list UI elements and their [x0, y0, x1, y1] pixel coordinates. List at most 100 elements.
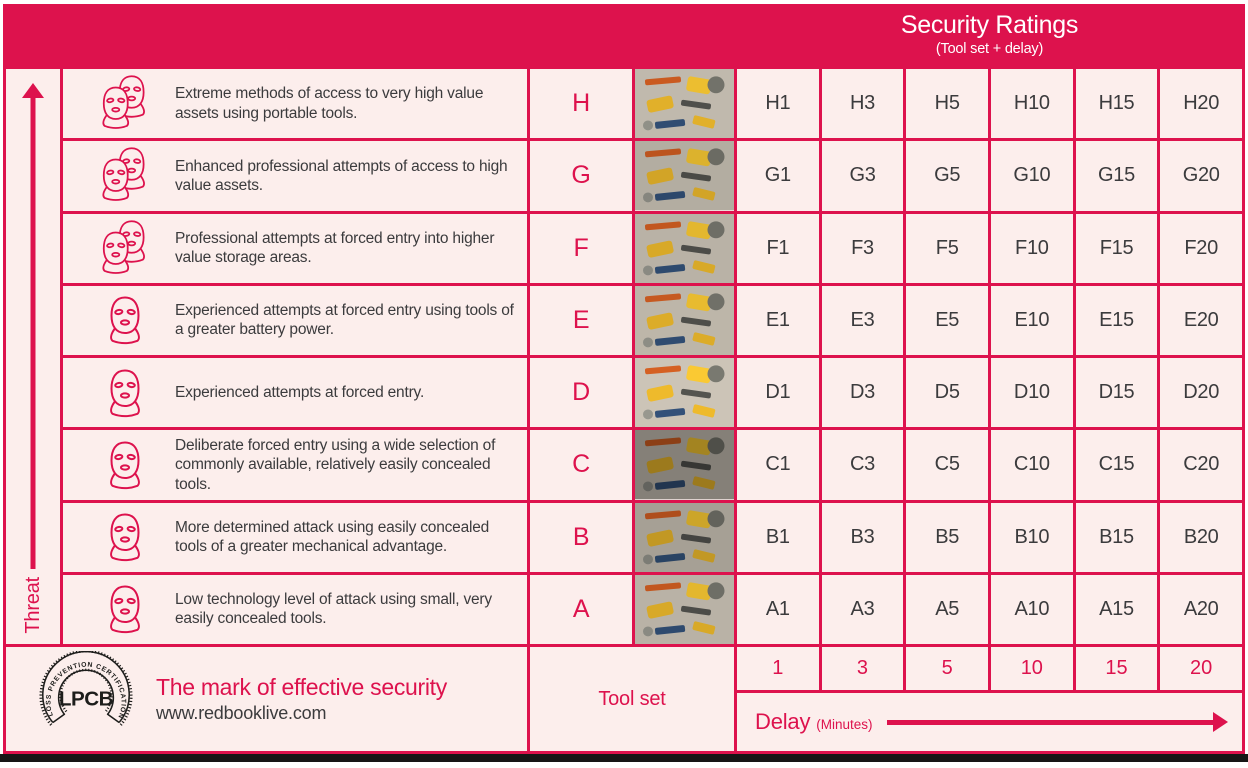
page-edge-strip	[0, 754, 1248, 762]
delay-axis-label: Delay	[755, 709, 811, 734]
security-rating-cell: E1	[737, 285, 819, 355]
security-rating-cell: C20	[1160, 430, 1242, 500]
security-rating-cell: B3	[821, 502, 904, 572]
security-rating-cell: F1	[737, 213, 819, 283]
balaclava-mask-icon	[85, 512, 165, 562]
security-rating-cell: A1	[737, 574, 819, 644]
security-rating-cell: A10	[990, 574, 1073, 644]
delay-minutes-value: 20	[1160, 647, 1242, 690]
threat-description: Deliberate forced entry using a wide sel…	[175, 436, 496, 493]
delay-minutes-value: 10	[990, 647, 1073, 690]
threat-level-letter: E	[530, 285, 632, 355]
security-rating-cell: D20	[1160, 358, 1242, 428]
security-rating-cell: D10	[990, 358, 1073, 428]
balaclava-mask-icon	[85, 295, 165, 345]
tool-set-photo	[635, 213, 734, 283]
threat-description-cell: More determined attack using easily conc…	[63, 502, 527, 572]
page-subtitle: (Tool set + delay)	[935, 40, 1044, 57]
threat-level-letter: B	[530, 502, 632, 572]
tool-set-photo	[635, 574, 734, 644]
tool-set-photo	[635, 141, 734, 211]
balaclava-mask-icon	[85, 368, 165, 418]
threat-description: Experienced attempts at forced entry usi…	[175, 302, 514, 339]
delay-axis-unit: (Minutes)	[816, 716, 873, 732]
threat-level-letter: F	[530, 213, 632, 283]
delay-minutes-value: 3	[821, 647, 904, 690]
threat-axis-label: Threat	[21, 577, 44, 634]
tool-set-photo-image	[635, 285, 734, 355]
security-rating-cell: C3	[821, 430, 904, 500]
tool-set-photo	[635, 430, 734, 500]
security-rating-cell: B15	[1075, 502, 1158, 572]
tool-set-photo	[635, 285, 734, 355]
threat-description-cell: Enhanced professional attempts of access…	[63, 141, 527, 211]
security-rating-cell: A5	[906, 574, 988, 644]
delay-minutes-value: 5	[906, 647, 988, 690]
threat-up-arrow-icon	[20, 83, 46, 570]
threat-description: Extreme methods of access to very high v…	[175, 85, 484, 122]
security-rating-cell: F10	[990, 213, 1073, 283]
security-rating-cell: E20	[1160, 285, 1242, 355]
threat-axis: Threat	[6, 69, 60, 644]
security-rating-cell: B5	[906, 502, 988, 572]
security-rating-cell: C10	[990, 430, 1073, 500]
threat-description-cell: Extreme methods of access to very high v…	[63, 69, 527, 139]
threat-description-cell: Low technology level of attack using sma…	[63, 574, 527, 644]
header-text: Security Ratings (Tool set + delay)	[736, 11, 1243, 57]
delay-minutes-value: 15	[1075, 647, 1158, 690]
security-rating-cell: G5	[906, 141, 988, 211]
ratings-grid: Threat LOSS PREVENTION CERTIFICATION BOA…	[3, 66, 1245, 754]
threat-level-letter: G	[530, 141, 632, 211]
tool-set-photo-image	[635, 358, 734, 428]
tool-set-photo	[635, 69, 734, 139]
header-band: Security Ratings (Tool set + delay)	[3, 4, 1245, 66]
threat-description: Enhanced professional attempts of access…	[175, 157, 508, 194]
threat-description-cell: Experienced attempts at forced entry usi…	[63, 285, 527, 355]
security-rating-cell: G10	[990, 141, 1073, 211]
security-rating-cell: A20	[1160, 574, 1242, 644]
threat-level-letter: C	[530, 430, 632, 500]
tool-set-photo-image	[635, 574, 734, 644]
security-rating-cell: H3	[821, 69, 904, 139]
threat-description-cell: Professional attempts at forced entry in…	[63, 213, 527, 283]
security-rating-cell: F5	[906, 213, 988, 283]
security-rating-cell: B20	[1160, 502, 1242, 572]
threat-level-letter: A	[530, 574, 632, 644]
delay-axis-cell: Delay (Minutes)	[737, 693, 1242, 751]
balaclava-mask-icon	[85, 584, 165, 634]
security-rating-cell: F15	[1075, 213, 1158, 283]
tool-set-photo-image	[635, 430, 734, 500]
security-rating-cell: B1	[737, 502, 819, 572]
security-rating-cell: F3	[821, 213, 904, 283]
tool-set-photo-image	[635, 213, 734, 283]
security-rating-cell: H15	[1075, 69, 1158, 139]
security-rating-cell: H20	[1160, 69, 1242, 139]
page-title: Security Ratings	[900, 11, 1079, 39]
security-rating-cell: C1	[737, 430, 819, 500]
certification-cell: LOSS PREVENTION CERTIFICATION BOARD LPCB…	[6, 647, 527, 751]
security-rating-cell: H5	[906, 69, 988, 139]
balaclava-mask-icon	[85, 75, 165, 132]
security-rating-cell: D3	[821, 358, 904, 428]
security-rating-cell: H1	[737, 69, 819, 139]
threat-level-letter: D	[530, 358, 632, 428]
security-rating-cell: H10	[990, 69, 1073, 139]
threat-description: More determined attack using easily conc…	[175, 518, 490, 556]
threat-level-letter: H	[530, 69, 632, 139]
balaclava-mask-icon	[85, 220, 165, 277]
tagline: The mark of effective security	[156, 674, 447, 700]
tool-set-photo-image	[635, 69, 734, 139]
tool-set-photo	[635, 358, 734, 428]
threat-description: Experienced attempts at forced entry.	[175, 383, 425, 401]
security-rating-cell: E5	[906, 285, 988, 355]
security-rating-cell: D1	[737, 358, 819, 428]
security-rating-cell: B10	[990, 502, 1073, 572]
security-rating-cell: E3	[821, 285, 904, 355]
threat-description-cell: Experienced attempts at forced entry.	[63, 358, 527, 428]
lpcb-monogram: LPCB	[59, 688, 113, 711]
security-rating-cell: F20	[1160, 213, 1242, 283]
delay-right-arrow-icon	[886, 712, 1228, 732]
tool-set-photo-image	[635, 141, 734, 211]
threat-description: Professional attempts at forced entry in…	[175, 229, 495, 267]
security-rating-cell: G3	[821, 141, 904, 211]
